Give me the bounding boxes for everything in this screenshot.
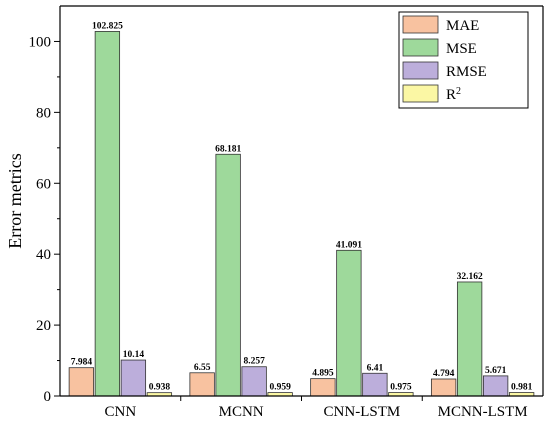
data-label-mse-cnn-lstm: 41.091 xyxy=(336,240,362,250)
bar-rmse-cnn-lstm xyxy=(362,372,388,397)
data-label-r-mcnn: 0.959 xyxy=(269,383,291,393)
legend-label-superscript: 2 xyxy=(456,86,461,97)
bar-mae-mcnn-lstm xyxy=(430,378,457,397)
y-tick-label-80: 80 xyxy=(36,105,51,121)
data-label-mse-cnn: 102.825 xyxy=(92,21,123,31)
data-label-r-cnn: 0.938 xyxy=(149,383,171,393)
bar-rmse-mcnn xyxy=(241,366,267,397)
bar-mse-mcnn-lstm xyxy=(456,281,483,397)
bar-mse-mcnn xyxy=(215,153,241,397)
data-label-rmse-cnn: 10.14 xyxy=(123,350,145,360)
data-label-mae-mcnn-lstm: 4.794 xyxy=(433,369,455,379)
data-label-mae-cnn: 7.984 xyxy=(71,358,93,368)
data-label-mae-mcnn: 6.55 xyxy=(194,363,211,373)
bar-mse-cnn-lstm xyxy=(336,249,362,397)
legend-label-rmse: RMSE xyxy=(446,64,487,80)
data-label-rmse-mcnn-lstm: 5.671 xyxy=(485,366,507,376)
legend-swatch-mae xyxy=(402,15,439,34)
data-labels-layer: 7.984 102.825 10.14 0.938 6.55 68.181 8.257 0.9… xyxy=(71,21,533,392)
x-tick-label-mcnn: MCNN xyxy=(219,404,264,420)
bar-mae-cnn xyxy=(68,367,95,397)
bar-mae-mcnn xyxy=(189,372,215,397)
legend-swatch-r xyxy=(402,84,439,103)
bar-rmse-mcnn-lstm xyxy=(482,375,509,397)
x-tick-label-cnn: CNN xyxy=(105,404,137,420)
data-label-rmse-mcnn: 8.257 xyxy=(243,357,265,367)
bar-mse-cnn xyxy=(94,31,121,397)
y-tick-label-40: 40 xyxy=(36,247,51,263)
data-label-rmse-cnn-lstm: 6.41 xyxy=(367,363,384,373)
y-tick-label-20: 20 xyxy=(36,318,51,334)
data-label-r-cnn-lstm: 0.975 xyxy=(390,383,412,393)
y-tick-label-100: 100 xyxy=(29,34,52,50)
bar-mae-cnn-lstm xyxy=(310,378,336,397)
y-tick-label-60: 60 xyxy=(36,176,51,192)
y-tick-label-0: 0 xyxy=(44,389,52,405)
data-label-mse-mcnn: 68.181 xyxy=(215,144,241,154)
legend-swatch-mse xyxy=(402,38,439,57)
bar-rmse-cnn xyxy=(120,359,147,397)
data-label-mae-cnn-lstm: 4.895 xyxy=(312,369,334,379)
x-tick-label-cnn-lstm: CNN-LSTM xyxy=(324,404,401,420)
bars-layer xyxy=(68,31,535,397)
x-tick-label-mcnn-lstm: MCNN-LSTM xyxy=(438,404,528,420)
legend-swatch-rmse xyxy=(402,61,439,80)
legend-label-mse: MSE xyxy=(446,41,477,57)
legend-label-mae: MAE xyxy=(446,18,479,34)
axes-layer: CNN MCNN CNN-LSTM MCNN-LSTM 0 20 40 60 80 100 xyxy=(29,5,544,420)
y-axis-label: Error metrics xyxy=(5,153,25,248)
data-label-mse-mcnn-lstm: 32.162 xyxy=(457,272,483,282)
data-label-r-mcnn-lstm: 0.981 xyxy=(511,383,533,393)
